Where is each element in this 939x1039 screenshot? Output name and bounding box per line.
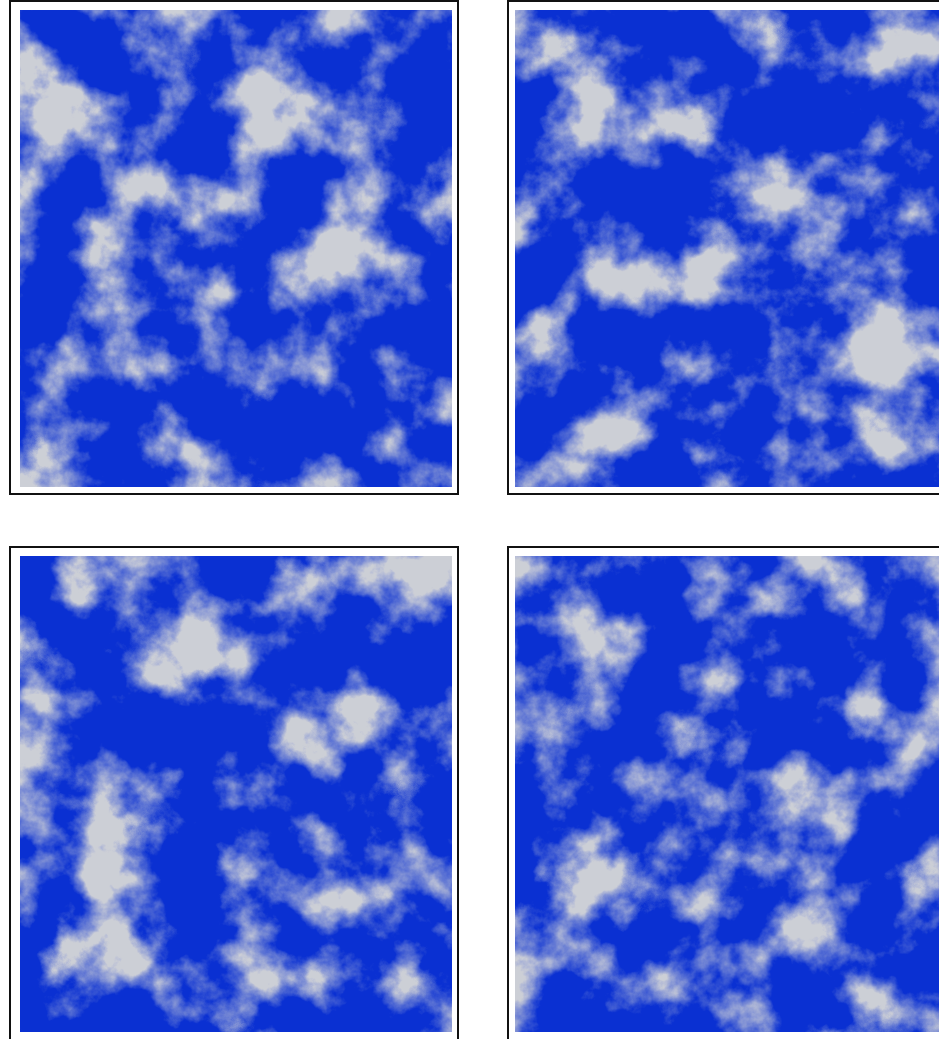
panel (508, 1, 939, 494)
texture-clouds (515, 10, 939, 487)
panel (10, 547, 458, 1039)
page (0, 0, 939, 1039)
texture-clouds (515, 556, 939, 1032)
panel (508, 547, 939, 1039)
panel (10, 1, 458, 494)
texture-clouds (20, 10, 452, 487)
texture-grid (0, 0, 939, 1039)
texture-clouds (20, 556, 452, 1032)
